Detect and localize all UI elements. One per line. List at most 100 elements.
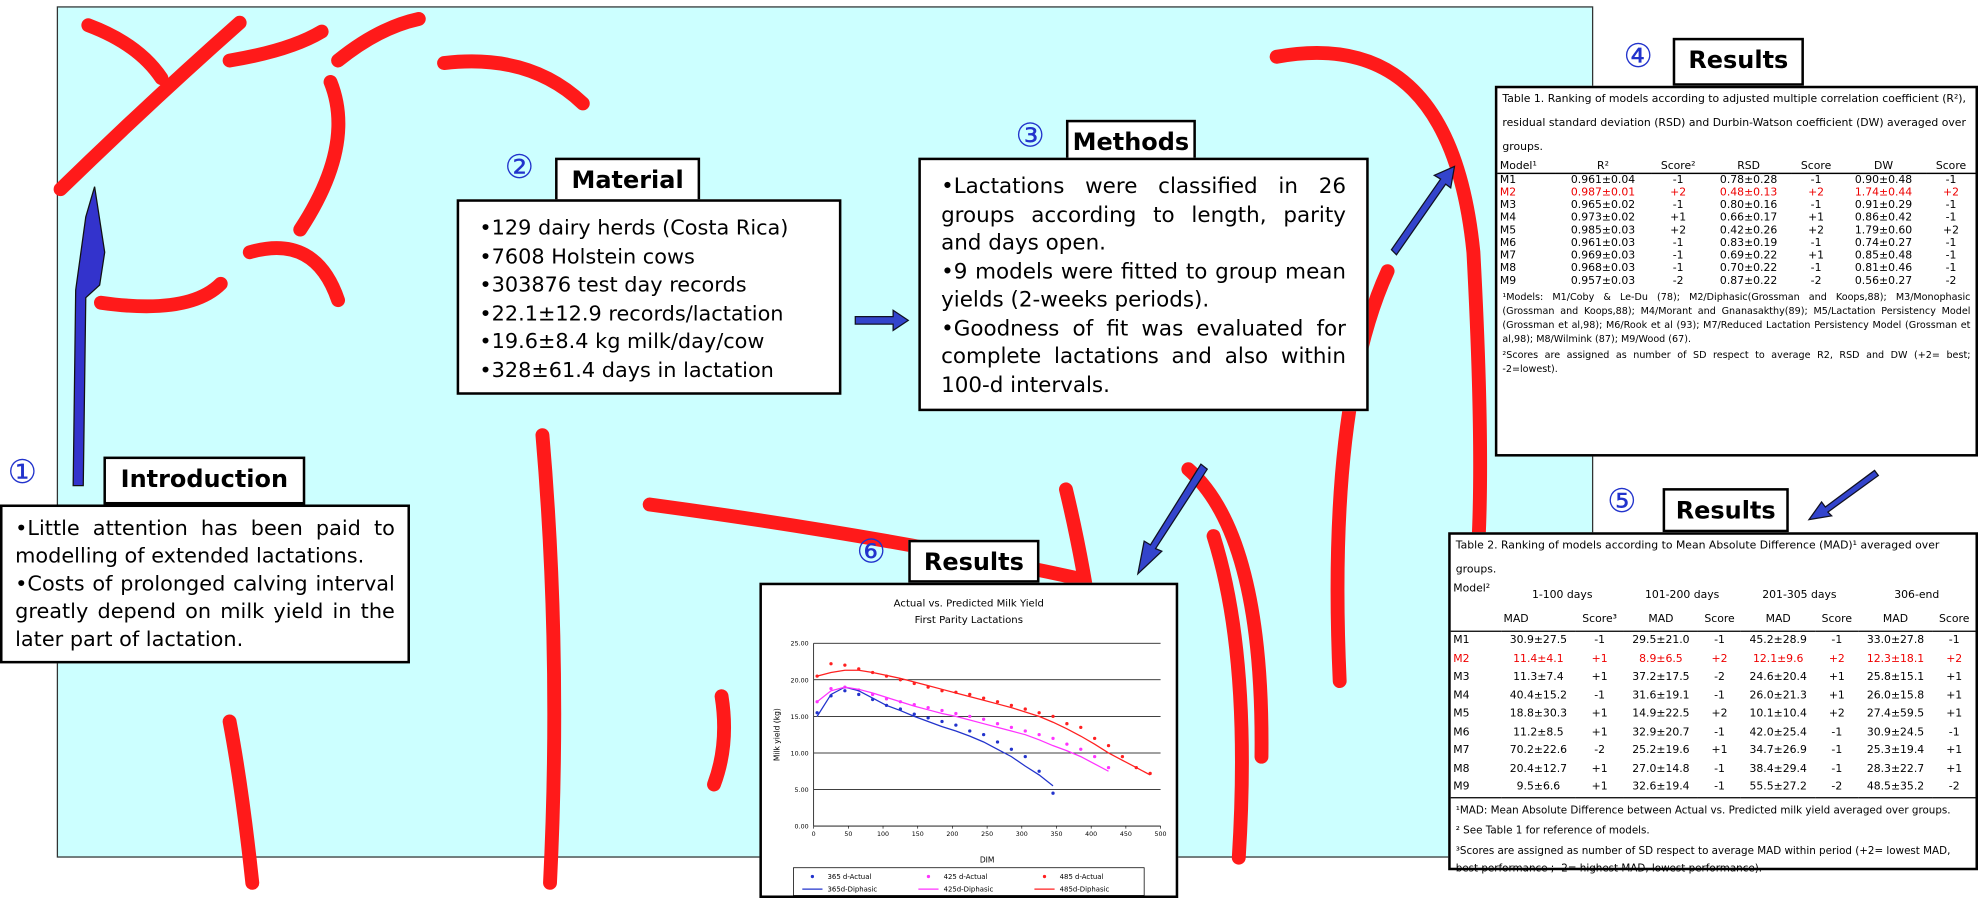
x-tick-label: 100 <box>877 831 889 838</box>
x-tick-label: 450 <box>1120 831 1132 838</box>
table-cell: 26.0±21.3 <box>1741 687 1816 705</box>
table-cell: 0.961±0.04 <box>1555 173 1651 186</box>
table-cell: -2 <box>1792 275 1841 288</box>
table-cell: 0.78±0.28 <box>1706 173 1792 186</box>
data-point <box>1010 748 1013 751</box>
table-cell: -2 <box>1576 742 1624 760</box>
table-cell: -1 <box>1576 631 1624 650</box>
table-row: M90.957±0.03-20.87±0.22-20.56±0.27-2 <box>1497 275 1975 288</box>
legend-label: 425d-Diphasic <box>944 886 994 894</box>
bullet: •19.6±8.4 kg milk/day/cow <box>479 328 818 356</box>
header-cell: 306-end <box>1858 583 1975 608</box>
table-cell: -1 <box>1698 723 1740 741</box>
table-cell: 0.56±0.27 <box>1840 275 1926 288</box>
table-cell: 0.965±0.02 <box>1555 199 1651 212</box>
footnote: ²Scores are assigned as number of SD res… <box>1502 348 1970 376</box>
table-cell: 48.5±35.2 <box>1858 778 1933 797</box>
table-cell: M3 <box>1497 199 1555 212</box>
header-row: MADScore³MADScoreMADScoreMADScore <box>1451 608 1976 631</box>
table-cell: -1 <box>1698 760 1740 778</box>
data-point <box>954 712 957 715</box>
table-cell: -2 <box>1927 275 1976 288</box>
table-head: Model²1-100 days101-200 days201-305 days… <box>1451 583 1976 632</box>
table-cell: -1 <box>1933 723 1976 741</box>
data-point <box>954 724 957 727</box>
section-title: Results <box>908 540 1039 583</box>
data-point <box>843 664 846 667</box>
table-cell: -1 <box>1816 742 1858 760</box>
data-point <box>1051 715 1054 718</box>
table-cell: 70.2±22.6 <box>1501 742 1576 760</box>
data-point <box>982 696 985 699</box>
data-point <box>1093 737 1096 740</box>
y-tick-label: 20.00 <box>791 677 809 684</box>
table-cell: +1 <box>1792 250 1841 263</box>
x-axis-label: DIM <box>980 856 995 865</box>
table-cell: 0.48±0.13 <box>1706 187 1792 200</box>
table-cell: 0.70±0.22 <box>1706 262 1792 275</box>
table-row: M99.5±6.6+132.6±19.4-155.5±27.2-248.5±35… <box>1451 778 1976 797</box>
table-cell: -1 <box>1816 631 1858 650</box>
legend-label: 365 d-Actual <box>828 873 872 881</box>
table-cell: +1 <box>1576 705 1624 723</box>
table-cell: +2 <box>1927 187 1976 200</box>
table-cell: M6 <box>1497 237 1555 250</box>
header-cell: MAD <box>1501 608 1576 631</box>
table-cell: 0.957±0.03 <box>1555 275 1651 288</box>
table-cell: M9 <box>1451 778 1501 797</box>
table-cell: -1 <box>1792 262 1841 275</box>
header-cell: 1-100 days <box>1501 583 1624 608</box>
section-number: ③ <box>1015 117 1044 155</box>
table-cell: 28.3±22.7 <box>1858 760 1933 778</box>
table-cell: +2 <box>1816 650 1858 668</box>
data-point <box>996 722 999 725</box>
x-tick-label: 400 <box>1085 831 1097 838</box>
x-tick-label: 250 <box>981 831 993 838</box>
table-cell: +2 <box>1816 705 1858 723</box>
header-cell: MAD <box>1858 608 1933 631</box>
table-cell: 42.0±25.4 <box>1741 723 1816 741</box>
data-point <box>1065 743 1068 746</box>
table-cell: -1 <box>1792 237 1841 250</box>
table-cell: +2 <box>1698 650 1740 668</box>
table-cell: -1 <box>1651 262 1706 275</box>
bullet: •22.1±12.9 records/lactation <box>479 300 818 328</box>
table-cell: -2 <box>1698 668 1740 686</box>
table-cell: +1 <box>1651 212 1706 225</box>
data-point <box>968 693 971 696</box>
table-cell: M2 <box>1497 187 1555 200</box>
table-cell: 25.3±19.4 <box>1858 742 1933 760</box>
data-point <box>829 662 832 665</box>
header-cell: 101-200 days <box>1623 583 1740 608</box>
table-caption: Table 2. Ranking of models according to … <box>1456 535 1971 583</box>
data-point <box>1107 766 1110 769</box>
table-cell: +1 <box>1933 742 1976 760</box>
table-cell: +1 <box>1698 742 1740 760</box>
y-tick-label: 15.00 <box>791 714 809 721</box>
section-title: Results <box>1673 38 1804 86</box>
data-point <box>1079 726 1082 729</box>
table-row: M20.987±0.01+20.48±0.13+21.74±0.44+2 <box>1497 187 1975 200</box>
x-tick-label: 350 <box>1050 831 1062 838</box>
section-number: ① <box>8 454 37 492</box>
poster: ① Introduction •Little attention has bee… <box>0 0 1978 898</box>
data-point <box>968 715 971 718</box>
x-tick-label: 50 <box>844 831 852 838</box>
table-cell: -2 <box>1651 275 1706 288</box>
data-point <box>1107 744 1110 747</box>
header-cell: Score <box>1816 608 1858 631</box>
section-body: •129 dairy herds (Costa Rica)•7608 Holst… <box>457 199 842 394</box>
table-cell: 0.87±0.22 <box>1706 275 1792 288</box>
table-cell: 10.1±10.4 <box>1741 705 1816 723</box>
table-cell: 24.6±20.4 <box>1741 668 1816 686</box>
data-point <box>968 729 971 732</box>
table-cell: M7 <box>1497 250 1555 263</box>
table-panel: Table 2. Ranking of models according to … <box>1448 532 1978 870</box>
section-number: ⑤ <box>1607 483 1636 521</box>
data-point <box>1024 729 1027 732</box>
data-point <box>1010 726 1013 729</box>
y-tick-label: 25.00 <box>791 641 809 648</box>
table-row: M80.968±0.03-10.70±0.22-10.81±0.46-1 <box>1497 262 1975 275</box>
table-cell: -1 <box>1816 723 1858 741</box>
